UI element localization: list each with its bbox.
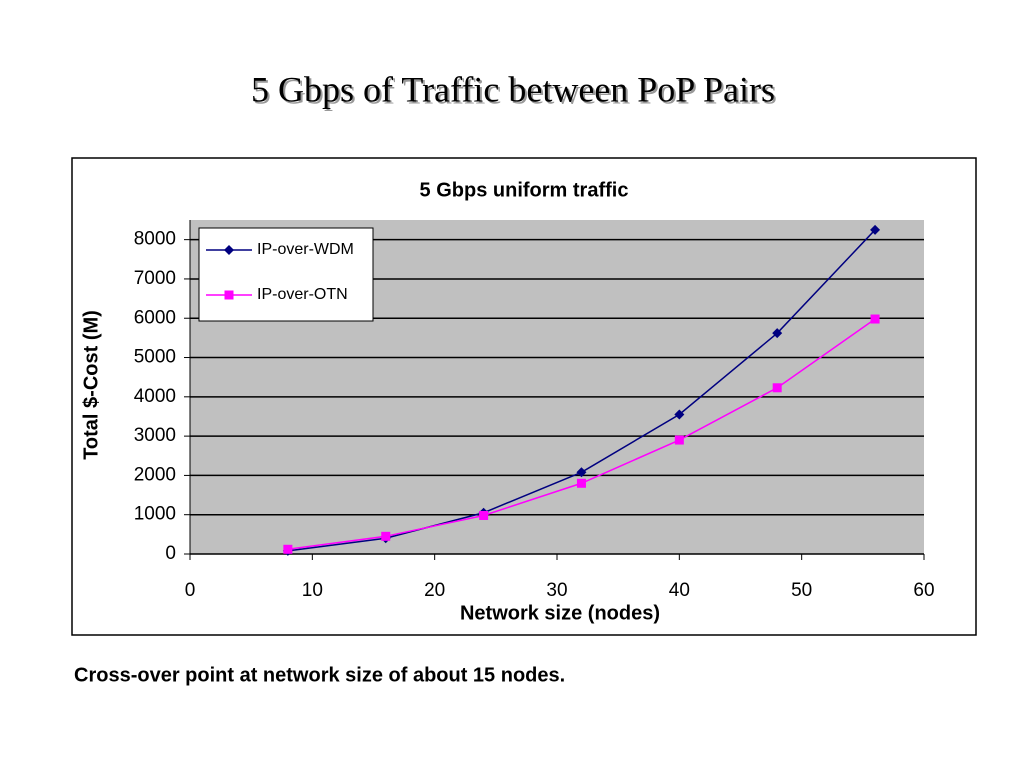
x-tick-label: 20 xyxy=(424,580,445,601)
x-axis-label: Network size (nodes) xyxy=(460,602,660,624)
legend-label: IP-over-WDM xyxy=(257,241,354,258)
marker xyxy=(674,435,684,445)
marker xyxy=(870,314,880,324)
y-tick-label: 2000 xyxy=(134,464,176,485)
x-tick-label: 0 xyxy=(185,580,196,601)
y-axis-label: Total $-Cost (M) xyxy=(80,310,102,460)
y-tick-label: 5000 xyxy=(134,347,176,368)
marker xyxy=(283,544,293,554)
chart-title: 5 Gbps uniform traffic xyxy=(420,179,629,201)
x-tick-label: 30 xyxy=(546,580,567,601)
marker xyxy=(870,224,881,235)
marker xyxy=(576,467,587,478)
x-tick-label: 10 xyxy=(302,580,323,601)
y-tick-label: 0 xyxy=(165,543,176,564)
marker xyxy=(576,478,586,488)
y-tick-label: 1000 xyxy=(134,504,176,525)
y-tick-label: 7000 xyxy=(134,268,176,289)
x-tick-label: 40 xyxy=(669,580,690,601)
marker xyxy=(479,510,489,520)
legend-marker xyxy=(224,290,234,300)
marker xyxy=(674,409,685,420)
y-tick-label: 4000 xyxy=(134,386,176,407)
slide-title: 5 Gbps of Traffic between PoP Pairs xyxy=(251,69,775,109)
marker xyxy=(772,383,782,393)
slide-title-shadow: 5 Gbps of Traffic between PoP Pairs xyxy=(253,71,777,111)
y-tick-label: 6000 xyxy=(134,307,176,328)
marker xyxy=(381,531,391,541)
marker xyxy=(772,328,783,339)
y-tick-label: 8000 xyxy=(134,229,176,250)
legend-marker xyxy=(224,245,234,255)
y-tick-label: 3000 xyxy=(134,425,176,446)
legend xyxy=(198,227,374,322)
x-tick-label: 50 xyxy=(791,580,812,601)
caption: Cross-over point at network size of abou… xyxy=(74,664,565,686)
x-tick-label: 60 xyxy=(913,580,934,601)
legend-label: IP-over-OTN xyxy=(257,286,348,303)
